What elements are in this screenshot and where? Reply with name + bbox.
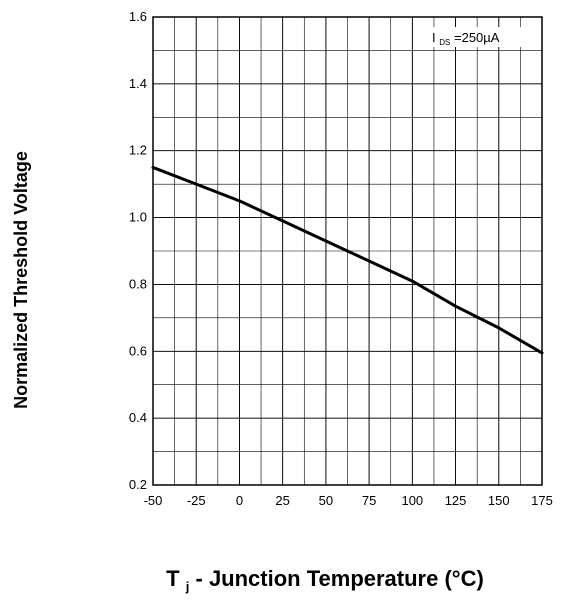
x-tick-labels: -50 -25 0 25 50 75 100 125 150 175 [144,493,553,508]
x-axis-title: T j - Junction Temperature (°C) [166,566,484,596]
y-tick-label: 1.6 [129,9,147,24]
y-axis-title: Normalized Threshold Voltage [11,151,31,409]
y-tick-label: 1.0 [129,210,147,225]
x-tick-label: 100 [401,493,423,508]
y-tick-label: 1.2 [129,143,147,158]
annotation-label: I DS =250µA [432,30,500,48]
annotation-main: I [432,30,436,45]
x-tick-label: 75 [362,493,376,508]
plot-frame [152,16,543,486]
x-tick-label: 0 [236,493,243,508]
x-tick-label: -25 [187,493,206,508]
annotation-subscript: DS [439,38,450,47]
x-tick-label: 125 [445,493,467,508]
annotation-rest: =250µA [454,30,500,45]
y-tick-label: 1.4 [129,76,147,91]
x-tick-label: 150 [488,493,510,508]
x-tick-label: 175 [531,493,553,508]
y-tick-label: 0.2 [129,477,147,492]
x-axis-title-prefix: T [166,566,180,591]
annotation-box [427,27,539,47]
x-tick-label: 25 [275,493,289,508]
y-tick-label: 0.6 [129,343,147,358]
x-axis-title-subscript: j [185,579,190,594]
y-tick-labels: 0.2 0.4 0.6 0.8 1.0 1.2 1.4 1.6 [129,9,147,492]
x-axis-title-suffix: - Junction Temperature (°C) [196,566,484,591]
y-tick-label: 0.8 [129,276,147,291]
x-tick-label: -50 [144,493,163,508]
x-tick-label: 50 [319,493,333,508]
series-line [151,165,544,355]
y-tick-label: 0.4 [129,410,147,425]
